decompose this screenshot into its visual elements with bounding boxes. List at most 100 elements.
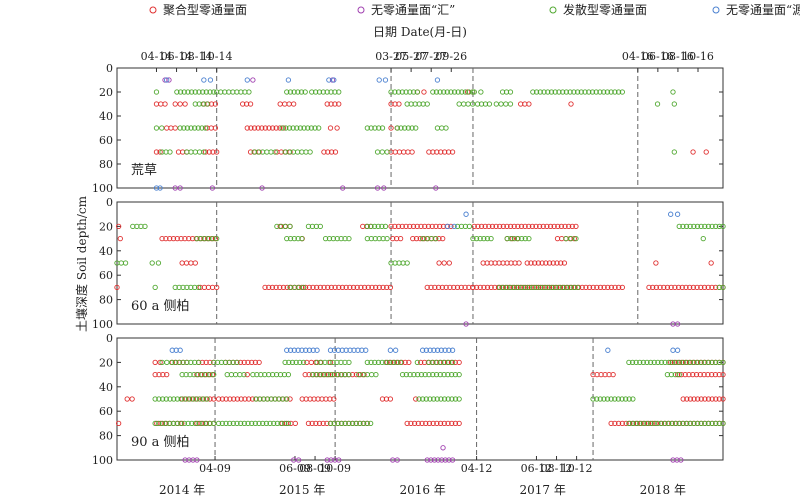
- data-point-src: [431, 347, 437, 353]
- data-point-div: [168, 359, 175, 366]
- data-point-sink: [186, 457, 192, 463]
- data-point-sink: [428, 457, 434, 463]
- data-point-div: [181, 89, 187, 95]
- data-point-div: [698, 359, 704, 366]
- data-point-conv: [426, 420, 433, 427]
- data-point-conv: [448, 223, 454, 230]
- data-point-conv: [332, 149, 339, 155]
- data-point-div: [433, 89, 440, 95]
- data-point-div: [619, 89, 625, 95]
- data-point-div: [338, 371, 345, 378]
- data-point-div: [266, 371, 272, 378]
- data-point-div: [177, 125, 183, 131]
- data-point-conv: [615, 420, 622, 427]
- data-point-conv: [518, 223, 525, 230]
- data-point-div: [153, 89, 160, 95]
- data-point-src: [285, 77, 292, 83]
- data-point-src: [284, 347, 290, 353]
- data-point-conv: [211, 396, 217, 402]
- data-point-src: [442, 347, 448, 353]
- data-point-div: [180, 284, 186, 291]
- data-point-conv: [178, 235, 184, 242]
- data-point-conv: [693, 371, 700, 378]
- data-point-div: [191, 371, 197, 378]
- data-point-conv: [392, 223, 398, 230]
- data-point-div: [414, 359, 421, 366]
- data-point-div: [375, 359, 382, 366]
- data-point-conv: [653, 260, 659, 266]
- data-point-conv: [325, 284, 331, 291]
- data-point-conv: [354, 284, 360, 291]
- data-point-conv: [336, 101, 342, 107]
- data-point-conv: [703, 149, 709, 155]
- data-point-div: [451, 89, 458, 95]
- data-point-div: [633, 359, 639, 366]
- data-point-div: [342, 420, 348, 427]
- data-point-div: [563, 89, 570, 95]
- legend: 聚合型零通量面 无零通量面“汇” 发散型零通量面 无零通量面“源”: [149, 2, 800, 17]
- panel-frame: [116, 337, 724, 461]
- data-point-conv: [332, 284, 338, 291]
- data-point-div: [438, 359, 444, 366]
- data-point-conv: [493, 223, 499, 230]
- data-point-conv: [114, 284, 120, 291]
- data-point-div: [460, 101, 467, 107]
- data-point-conv: [661, 284, 667, 291]
- data-point-sink: [291, 457, 297, 463]
- data-point-div: [477, 235, 483, 242]
- data-point-div: [164, 359, 170, 366]
- data-point-div: [324, 371, 330, 378]
- data-point-div: [313, 371, 319, 378]
- data-point-sink: [394, 457, 400, 463]
- data-point-div: [299, 235, 305, 242]
- data-point-div: [530, 284, 536, 291]
- data-point-conv: [690, 371, 696, 378]
- data-point-conv: [299, 284, 305, 291]
- data-point-div: [560, 284, 566, 291]
- data-point-div: [376, 235, 382, 242]
- data-point-conv: [473, 284, 480, 291]
- data-point-conv: [303, 396, 309, 402]
- data-point-div: [658, 359, 665, 366]
- data-point-conv: [612, 284, 618, 291]
- data-point-div: [167, 149, 173, 155]
- y-axis-title: 土壤深度 Soil depth/cm: [74, 195, 89, 332]
- data-point-conv: [646, 284, 652, 291]
- data-point-div: [676, 359, 683, 366]
- data-point-conv: [159, 235, 165, 242]
- data-point-conv: [376, 284, 382, 291]
- data-point-div: [195, 125, 201, 131]
- data-point-div: [526, 284, 532, 291]
- data-point-div: [504, 284, 510, 291]
- data-point-div: [349, 420, 356, 427]
- data-point-div: [207, 371, 213, 378]
- data-point-div: [159, 420, 166, 427]
- data-point-div: [301, 125, 307, 131]
- data-point-src: [355, 347, 361, 353]
- data-point-conv: [554, 260, 560, 266]
- data-point-div: [519, 284, 525, 291]
- data-point-div: [458, 223, 465, 230]
- data-point-conv: [449, 149, 456, 155]
- data-point-div: [478, 89, 484, 95]
- data-point-div: [300, 284, 307, 291]
- data-point-div: [651, 359, 657, 366]
- data-point-conv: [507, 223, 514, 230]
- data-point-div: [411, 371, 417, 378]
- data-point-div: [188, 359, 194, 366]
- data-point-conv: [442, 149, 448, 155]
- data-point-div: [238, 420, 244, 427]
- bottom-year-labels: 2014 年 2015 年 2016 年 2017 年 2018 年: [159, 483, 686, 497]
- data-point-div: [407, 371, 413, 378]
- data-point-conv: [550, 284, 556, 291]
- top-tick-label: 10-16: [682, 50, 714, 63]
- data-point-sink: [259, 185, 265, 191]
- data-point-src: [670, 347, 676, 353]
- data-point-conv: [452, 359, 458, 366]
- data-point-conv: [369, 284, 375, 291]
- data-point-div: [200, 101, 206, 107]
- data-point-conv: [471, 223, 477, 230]
- data-point-conv: [680, 396, 686, 402]
- data-point-src: [173, 347, 179, 353]
